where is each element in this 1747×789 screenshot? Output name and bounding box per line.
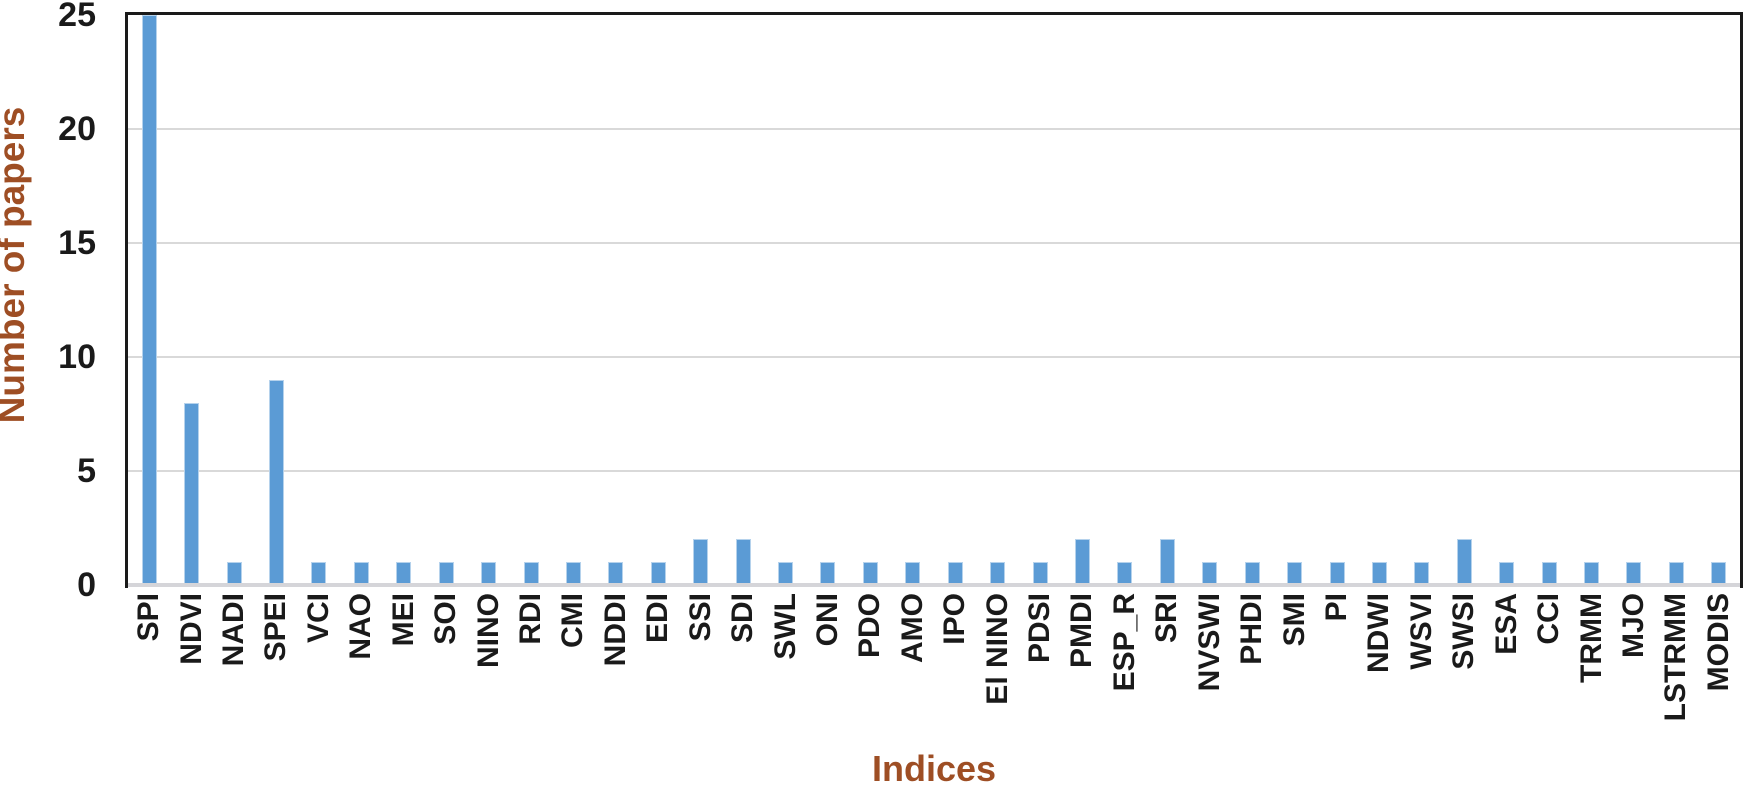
- x-tick-label-SWL: SWL: [768, 593, 802, 660]
- x-tick-label-CCI: CCI: [1532, 593, 1566, 645]
- x-tick-label-El-NINO: El NINO: [980, 593, 1014, 705]
- x-tick-label-SWSI: SWSI: [1447, 593, 1481, 670]
- x-tick-label-PHDI: PHDI: [1235, 593, 1269, 665]
- bar-NVSWI: [1202, 562, 1218, 585]
- x-tick-label-CMI: CMI: [556, 593, 590, 648]
- x-tick-label-EDI: EDI: [641, 593, 675, 644]
- bar-SMI: [1287, 562, 1303, 585]
- x-tick-label-SDI: SDI: [726, 593, 760, 644]
- bar-TRMM: [1584, 562, 1600, 585]
- bar-PMDI: [1074, 539, 1090, 585]
- bar-PDSI: [1032, 562, 1048, 585]
- bar-LSTRMM: [1668, 562, 1684, 585]
- y-tick-label-25: 25: [58, 0, 96, 34]
- y-axis-line: [125, 12, 128, 588]
- bar-VCI: [311, 562, 327, 585]
- bar-SPI: [141, 15, 157, 585]
- bar-SOI: [438, 562, 454, 585]
- bar-SDI: [735, 539, 751, 585]
- x-tick-label-MODIS: MODIS: [1701, 593, 1735, 692]
- bar-ESA: [1499, 562, 1515, 585]
- bar-SSI: [693, 539, 709, 585]
- gridline-15: [128, 242, 1740, 244]
- bar-NDVI: [184, 402, 200, 585]
- x-tick-label-PDO: PDO: [853, 593, 887, 659]
- x-tick-label-PDSI: PDSI: [1023, 593, 1057, 664]
- bar-MJO: [1626, 562, 1642, 585]
- plot-border-right: [1740, 12, 1743, 588]
- x-tick-label-MEI: MEI: [386, 593, 420, 647]
- gridline-5: [128, 470, 1740, 472]
- bar-CMI: [565, 562, 581, 585]
- bar-SWL: [778, 562, 794, 585]
- bar-SRI: [1159, 539, 1175, 585]
- x-tick-label-ESA: ESA: [1489, 593, 1523, 655]
- bar-MODIS: [1711, 562, 1727, 585]
- gridline-10: [128, 356, 1740, 358]
- x-tick-label-NDWI: NDWI: [1362, 593, 1396, 673]
- bar-SWSI: [1456, 539, 1472, 585]
- x-tick-label-NAO: NAO: [344, 593, 378, 660]
- x-tick-label-NDDI: NDDI: [598, 593, 632, 667]
- bar-AMO: [905, 562, 921, 585]
- bar-NDDI: [608, 562, 624, 585]
- x-tick-label-ESP_R: ESP_R: [1107, 593, 1141, 692]
- bar-El-NINO: [990, 562, 1006, 585]
- bar-NINO: [481, 562, 497, 585]
- bar-CCI: [1541, 562, 1557, 585]
- bar-WSVI: [1414, 562, 1430, 585]
- x-tick-label-SPI: SPI: [132, 593, 166, 642]
- gridline-20: [128, 128, 1740, 130]
- bar-PHDI: [1244, 562, 1260, 585]
- bar-RDI: [523, 562, 539, 585]
- x-tick-label-LSTRMM: LSTRMM: [1659, 593, 1693, 722]
- x-tick-label-WSVI: WSVI: [1404, 593, 1438, 670]
- bar-NDWI: [1371, 562, 1387, 585]
- x-tick-label-SRI: SRI: [1150, 593, 1184, 644]
- x-tick-label-SMI: SMI: [1277, 593, 1311, 647]
- bar-SPEI: [268, 379, 284, 585]
- bar-EDI: [650, 562, 666, 585]
- y-tick-label-0: 0: [77, 566, 96, 604]
- bar-NADI: [226, 562, 242, 585]
- x-tick-label-NADI: NADI: [217, 593, 251, 667]
- x-tick-label-PI: PI: [1320, 593, 1353, 622]
- x-tick-label-SSI: SSI: [683, 593, 717, 642]
- bar-PI: [1329, 562, 1345, 585]
- bar-MEI: [396, 562, 412, 585]
- y-tick-label-15: 15: [58, 224, 96, 262]
- x-tick-label-PMDI: PMDI: [1065, 593, 1099, 668]
- x-tick-label-VCI: VCI: [301, 593, 335, 644]
- y-axis-title-text: Number of papers: [0, 106, 32, 424]
- x-tick-label-NVSWI: NVSWI: [1192, 593, 1226, 692]
- plot-border-top: [125, 12, 1743, 15]
- x-tick-label-IPO: IPO: [938, 593, 972, 645]
- y-tick-label-5: 5: [77, 452, 96, 490]
- y-tick-label-20: 20: [58, 110, 96, 148]
- plot-area: [125, 12, 1743, 588]
- x-tick-label-TRMM: TRMM: [1574, 593, 1608, 683]
- bar-PDO: [862, 562, 878, 585]
- y-tick-label-10: 10: [58, 338, 96, 376]
- x-axis-line: [125, 583, 1743, 587]
- x-tick-label-AMO: AMO: [895, 593, 929, 663]
- x-axis-title: Indices: [871, 748, 997, 789]
- x-tick-label-RDI: RDI: [514, 593, 547, 645]
- bar-ESP_R: [1117, 562, 1133, 585]
- bar-NAO: [353, 562, 369, 585]
- x-tick-label-SPEI: SPEI: [259, 593, 293, 662]
- x-tick-label-MJO: MJO: [1616, 593, 1650, 659]
- x-tick-label-ONI: ONI: [810, 593, 844, 647]
- bar-IPO: [947, 562, 963, 585]
- x-tick-label-NDVI: NDVI: [174, 593, 208, 665]
- bar-ONI: [820, 562, 836, 585]
- x-tick-label-SOI: SOI: [429, 593, 463, 645]
- x-tick-label-NINO: NINO: [471, 593, 505, 668]
